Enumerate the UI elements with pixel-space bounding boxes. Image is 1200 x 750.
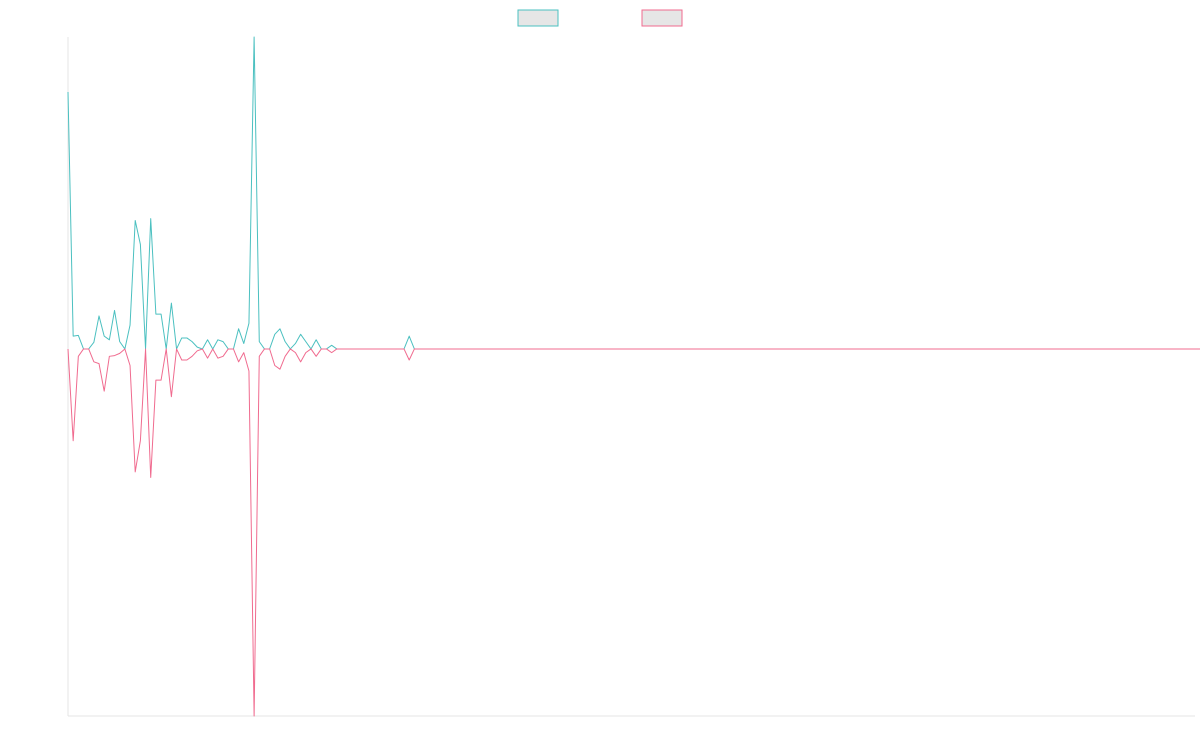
- series-group: [67, 36, 1200, 717]
- series-line-2: [67, 348, 1200, 717]
- series-line-1: [67, 36, 1200, 350]
- legend: [517, 9, 683, 27]
- legend-swatch-2[interactable]: [641, 9, 683, 27]
- legend-swatch-1[interactable]: [517, 9, 559, 27]
